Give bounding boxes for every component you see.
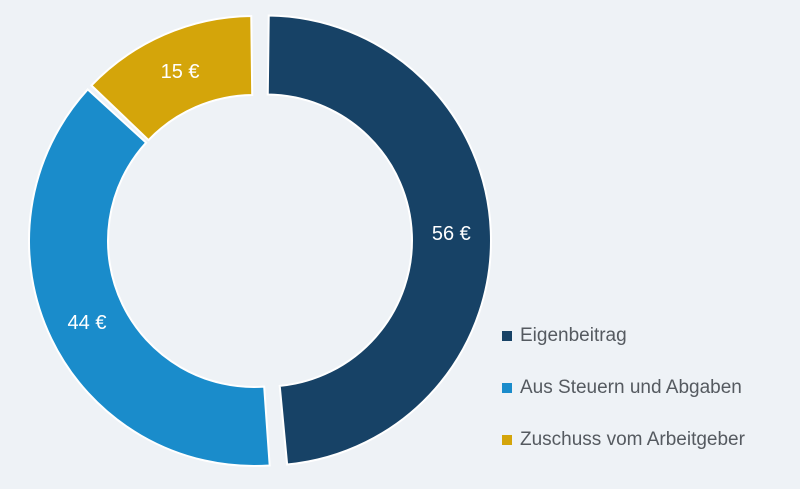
legend-swatch	[502, 331, 512, 341]
legend: Eigenbeitrag Aus Steuern und Abgaben Zus…	[502, 322, 745, 478]
legend-label: Aus Steuern und Abgaben	[520, 377, 742, 398]
legend-swatch	[502, 435, 512, 445]
legend-label: Zuschuss vom Arbeitgeber	[520, 429, 745, 450]
slice-value-label: 56 €	[432, 223, 471, 245]
legend-item-eigenbeitrag[interactable]: Eigenbeitrag	[502, 322, 745, 350]
slice-value-label: 15 €	[161, 61, 200, 83]
legend-item-arbeitgeber[interactable]: Zuschuss vom Arbeitgeber	[502, 426, 745, 454]
donut-slice-2[interactable]	[90, 15, 254, 142]
legend-label: Eigenbeitrag	[520, 325, 627, 346]
legend-item-steuern[interactable]: Aus Steuern und Abgaben	[502, 374, 745, 402]
donut-slice-0[interactable]	[266, 14, 492, 466]
slice-value-label: 44 €	[68, 312, 107, 334]
donut-slice-1[interactable]	[28, 88, 271, 467]
legend-swatch	[502, 383, 512, 393]
